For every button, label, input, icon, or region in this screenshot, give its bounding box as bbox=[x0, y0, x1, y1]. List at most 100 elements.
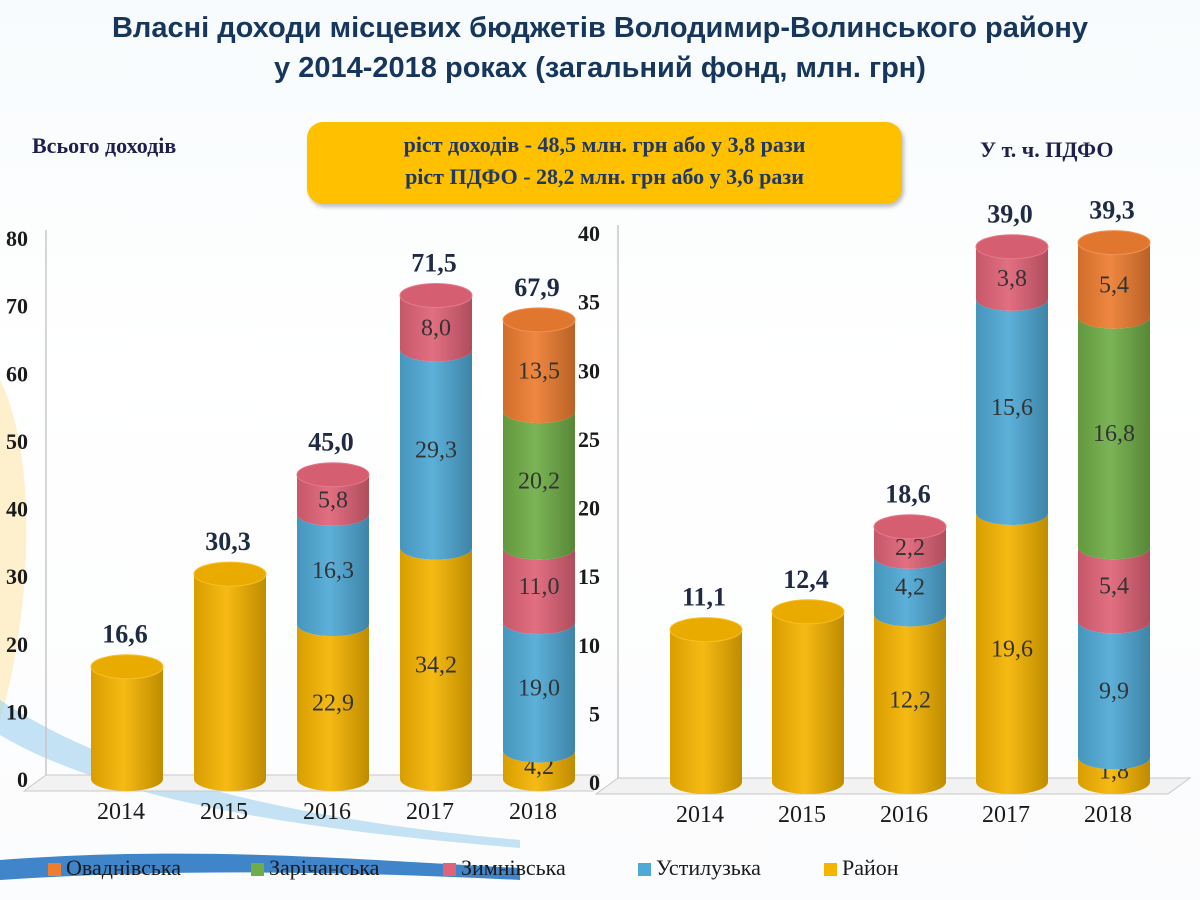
bar-total-label: 67,9 bbox=[514, 273, 560, 302]
bar-total-label: 45,0 bbox=[308, 428, 354, 457]
y-tick-label: 30 bbox=[6, 564, 28, 589]
legend-swatch bbox=[824, 863, 837, 877]
segment-value-label: 4,2 bbox=[895, 575, 925, 601]
title-line-2: у 2014-2018 роках (загальний фонд, млн. … bbox=[274, 52, 926, 84]
segment-value-label: 2,2 bbox=[895, 535, 925, 561]
bar-top-cap bbox=[771, 599, 845, 625]
legend-swatch bbox=[251, 863, 264, 877]
bar-segment bbox=[400, 349, 473, 560]
legend-swatch bbox=[443, 863, 456, 877]
segment-value-label: 19,6 bbox=[991, 636, 1033, 662]
y-tick-label: 30 bbox=[578, 358, 600, 383]
legend-swatch bbox=[48, 863, 61, 877]
bar-segment bbox=[297, 513, 369, 637]
y-tick-label: 10 bbox=[578, 633, 600, 658]
legend-label: Зимнівська bbox=[461, 855, 566, 880]
bar-segment bbox=[670, 629, 742, 794]
segment-value-label: 19,0 bbox=[518, 675, 560, 701]
segment-value-label: 29,3 bbox=[415, 438, 457, 464]
segment-value-label: 5,4 bbox=[1099, 573, 1129, 599]
y-tick-label: 35 bbox=[578, 290, 600, 315]
x-category-label: 2018 bbox=[509, 799, 557, 825]
x-category-label: 2018 bbox=[1084, 802, 1132, 828]
x-category-label: 2015 bbox=[200, 799, 248, 825]
bar-segment bbox=[772, 611, 844, 794]
bar-segment bbox=[874, 556, 946, 627]
bar-segment bbox=[297, 474, 369, 526]
legend-item: Оваднівська bbox=[48, 855, 181, 881]
page-title: Власні доходи місцевих бюджетів Володими… bbox=[0, 8, 1200, 88]
bar-segment bbox=[1078, 242, 1150, 329]
legend-item: Район bbox=[824, 855, 899, 881]
y-tick-label: 25 bbox=[578, 427, 600, 452]
bar-segment bbox=[503, 411, 575, 560]
segment-value-label: 3,8 bbox=[997, 266, 1027, 292]
bar-segment bbox=[1078, 316, 1150, 560]
right-chart-label: У т. ч. ПДФО bbox=[980, 137, 1114, 162]
bar-total-label: 16,6 bbox=[102, 620, 148, 649]
bar-top-cap bbox=[296, 462, 370, 488]
y-tick-label: 80 bbox=[6, 226, 28, 251]
x-category-label: 2017 bbox=[982, 802, 1030, 828]
y-tick-label: 0 bbox=[589, 770, 600, 795]
bar-total-label: 12,4 bbox=[783, 565, 829, 594]
segment-value-label: 34,2 bbox=[415, 652, 457, 678]
bar-top-cap bbox=[1077, 230, 1151, 256]
bar-segment bbox=[976, 246, 1048, 311]
bar-segment bbox=[1078, 547, 1150, 634]
x-category-label: 2016 bbox=[880, 802, 928, 828]
segment-value-label: 16,8 bbox=[1093, 421, 1135, 447]
callout-line-1: ріст доходів - 48,5 млн. грн або у 3,8 р… bbox=[403, 132, 806, 157]
bar-top-cap bbox=[975, 234, 1049, 260]
bar-segment bbox=[503, 547, 575, 635]
legend-item: Зимнівська bbox=[443, 855, 566, 881]
bar-segment bbox=[194, 574, 266, 791]
y-tick-label: 60 bbox=[6, 361, 28, 386]
title-line-1: Власні доходи місцевих бюджетів Володими… bbox=[111, 12, 1089, 44]
y-tick-label: 20 bbox=[578, 496, 600, 521]
bar-top-cap bbox=[90, 654, 164, 680]
bar-top-cap bbox=[502, 307, 576, 333]
segment-value-label: 22,9 bbox=[312, 691, 354, 717]
left-chart-label: Всього доходів bbox=[32, 133, 177, 158]
y-tick-label: 5 bbox=[589, 701, 600, 726]
bar-total-label: 11,1 bbox=[682, 583, 726, 612]
segment-value-label: 20,2 bbox=[518, 468, 560, 494]
bar-top-cap bbox=[193, 561, 267, 587]
pdfo-chart: 0 5 10 15 20 25 30 35 40 11,1 2014 12,4 2015 12,2 4,2 2… bbox=[578, 196, 1192, 828]
segment-value-label: 16,3 bbox=[312, 558, 354, 584]
y-tick-label: 0 bbox=[17, 767, 28, 792]
segment-value-label: 8,0 bbox=[421, 316, 451, 342]
segment-value-label: 9,9 bbox=[1099, 678, 1129, 704]
bar-total-label: 71,5 bbox=[411, 248, 457, 277]
callout-line-2: ріст ПДФО - 28,2 млн. грн або у 3,6 рази bbox=[405, 164, 804, 189]
legend-item: Устилузька bbox=[638, 855, 761, 881]
bar-total-label: 39,0 bbox=[987, 200, 1033, 229]
chart-legend: Оваднівська Зарічанська Зимнівська Устилузь… bbox=[48, 855, 948, 885]
bar-segment bbox=[1078, 621, 1150, 770]
total-income-chart: 0102030405060708016,6201430,3201522,916,… bbox=[6, 226, 600, 825]
legend-label: Устилузька bbox=[656, 855, 761, 880]
segment-value-label: 15,6 bbox=[991, 395, 1033, 421]
bar-segment bbox=[91, 666, 163, 791]
legend-label: Оваднівська bbox=[66, 855, 182, 880]
bar-top-cap bbox=[669, 617, 743, 643]
bar-segment bbox=[400, 295, 473, 362]
legend-item: Зарічанська bbox=[251, 855, 379, 881]
bar-total-label: 30,3 bbox=[205, 527, 251, 556]
x-category-label: 2017 bbox=[406, 799, 454, 825]
y-tick-label: 20 bbox=[6, 632, 28, 657]
bar-top-cap bbox=[399, 282, 473, 308]
bar-top-cap bbox=[873, 514, 947, 540]
y-tick-label: 10 bbox=[6, 699, 28, 724]
y-tick-label: 40 bbox=[6, 497, 28, 522]
bar-segment bbox=[874, 614, 946, 794]
legend-label: Зарічанська bbox=[269, 855, 380, 880]
x-category-label: 2016 bbox=[303, 799, 351, 825]
growth-callout: ріст доходів - 48,5 млн. грн або у 3,8 р… bbox=[307, 122, 902, 204]
bar-total-label: 39,3 bbox=[1089, 196, 1135, 225]
bar-segment bbox=[400, 547, 473, 791]
bar-segment bbox=[976, 512, 1048, 794]
x-category-label: 2014 bbox=[97, 799, 145, 825]
bar-total-label: 18,6 bbox=[885, 480, 931, 509]
